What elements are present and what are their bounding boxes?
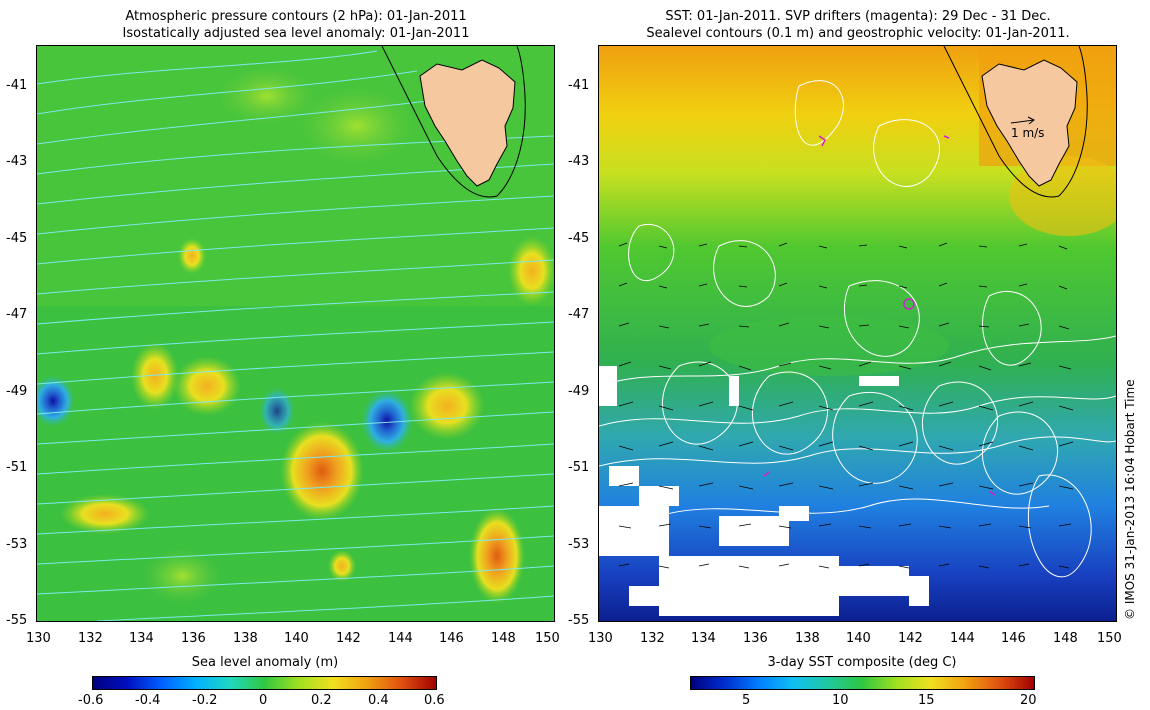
x-tick-right-132: 132 <box>640 631 665 646</box>
y-tick-right-45: -45 <box>568 231 590 246</box>
left-cb-tick-0: 0 <box>259 693 268 708</box>
x-tick-right-150: 150 <box>1097 631 1122 646</box>
x-tick-right-136: 136 <box>743 631 768 646</box>
right-panel-title: SST: 01-Jan-2011. SVP drifters (magenta)… <box>598 8 1118 42</box>
left-cb-tick-02: 0.2 <box>311 693 332 708</box>
left-cb-tick-06: 0.6 <box>424 693 445 708</box>
y-tick-left-43: -43 <box>6 154 28 169</box>
x-tick-right-142: 142 <box>898 631 923 646</box>
left-title-line2: Isostatically adjusted sea level anomaly… <box>122 26 470 41</box>
y-tick-right-51: -51 <box>568 460 590 475</box>
x-tick-left-138: 138 <box>233 631 258 646</box>
sea-level-colorbar <box>92 676 437 690</box>
left-title-line1: Atmospheric pressure contours (2 hPa): 0… <box>125 9 467 24</box>
y-tick-right-55: -55 <box>568 613 590 628</box>
left-cb-tick-neg02: -0.2 <box>192 693 218 708</box>
left-panel-title: Atmospheric pressure contours (2 hPa): 0… <box>36 8 556 42</box>
left-cb-tick-04: 0.4 <box>368 693 389 708</box>
x-tick-left-150: 150 <box>535 631 560 646</box>
x-tick-left-136: 136 <box>181 631 206 646</box>
right-cb-tick-20: 20 <box>1020 693 1037 708</box>
credit-text: © IMOS 31-Jan-2013 16:04 Hobart Time <box>1123 379 1137 620</box>
y-tick-right-43: -43 <box>568 154 590 169</box>
x-tick-right-138: 138 <box>795 631 820 646</box>
x-tick-left-144: 144 <box>388 631 413 646</box>
y-tick-left-53: -53 <box>6 537 28 552</box>
velocity-scale-arrow <box>1010 116 1035 125</box>
right-title-line1: SST: 01-Jan-2011. SVP drifters (magenta)… <box>665 9 1051 24</box>
y-tick-right-53: -53 <box>568 537 590 552</box>
x-tick-left-130: 130 <box>26 631 51 646</box>
sea-level-anomaly-map[interactable] <box>36 45 555 622</box>
right-title-line2: Sealevel contours (0.1 m) and geostrophi… <box>646 26 1070 41</box>
x-tick-left-132: 132 <box>78 631 103 646</box>
right-cb-tick-15: 15 <box>918 693 935 708</box>
y-tick-left-47: -47 <box>6 307 28 322</box>
x-tick-left-134: 134 <box>129 631 154 646</box>
x-tick-left-142: 142 <box>336 631 361 646</box>
x-tick-right-140: 140 <box>846 631 871 646</box>
x-tick-left-146: 146 <box>439 631 464 646</box>
right-colorbar-title: 3-day SST composite (deg C) <box>767 655 957 670</box>
sst-map[interactable]: 1 m/s <box>598 45 1117 622</box>
y-tick-left-55: -55 <box>6 613 28 628</box>
tasmania-land <box>419 59 516 187</box>
y-tick-left-45: -45 <box>6 231 28 246</box>
x-tick-right-134: 134 <box>691 631 716 646</box>
y-tick-left-51: -51 <box>6 460 28 475</box>
left-cb-tick-neg06: -0.6 <box>78 693 104 708</box>
y-tick-right-41: -41 <box>568 78 590 93</box>
right-cb-tick-10: 10 <box>832 693 849 708</box>
x-tick-left-148: 148 <box>491 631 516 646</box>
y-tick-right-47: -47 <box>568 307 590 322</box>
sst-colorbar <box>690 676 1035 690</box>
left-colorbar-title: Sea level anomaly (m) <box>191 655 339 670</box>
x-tick-left-140: 140 <box>284 631 309 646</box>
left-cb-tick-neg04: -0.4 <box>135 693 161 708</box>
y-tick-left-49: -49 <box>6 384 28 399</box>
x-tick-right-130: 130 <box>588 631 613 646</box>
x-tick-right-148: 148 <box>1053 631 1078 646</box>
x-tick-right-144: 144 <box>950 631 975 646</box>
velocity-scale-label: 1 m/s <box>1011 126 1045 140</box>
right-cb-tick-5: 5 <box>742 693 751 708</box>
y-tick-right-49: -49 <box>568 384 590 399</box>
x-tick-right-146: 146 <box>1001 631 1026 646</box>
y-tick-left-41: -41 <box>6 78 28 93</box>
